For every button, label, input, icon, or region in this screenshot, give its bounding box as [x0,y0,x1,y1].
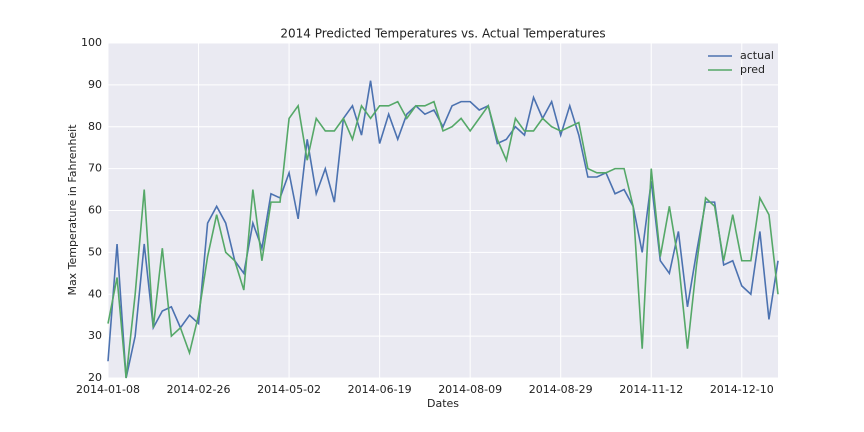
y-tick-label: 60 [88,204,102,217]
y-tick-label: 80 [88,120,102,133]
series-line [107,80,779,379]
chart-title: 2014 Predicted Temperatures vs. Actual T… [280,27,605,41]
x-tick-label: 2014-02-26 [167,383,231,396]
legend-label: actual [740,49,774,62]
y-tick-label: 100 [81,36,102,49]
x-tick-label: 2014-11-12 [619,383,683,396]
y-tick-label: 20 [88,371,102,384]
x-tick-label: 2014-01-08 [76,383,140,396]
y-tick-label: 90 [88,78,102,91]
x-axis-label: Dates [427,397,459,410]
y-tick-label: 50 [88,245,102,258]
y-axis-label: Max Temperature in Fahrenheit [66,124,79,296]
y-tick-label: 30 [88,329,102,342]
x-tick-label: 2014-08-29 [529,383,593,396]
legend-label: pred [740,63,765,76]
x-tick-label: 2014-05-02 [257,383,321,396]
series-line [107,100,779,379]
y-tick-label: 40 [88,287,102,300]
x-tick-label: 2014-12-10 [710,383,774,396]
x-tick-label: 2014-08-09 [438,383,502,396]
y-tick-label: 70 [88,162,102,175]
x-tick-label: 2014-06-19 [348,383,412,396]
